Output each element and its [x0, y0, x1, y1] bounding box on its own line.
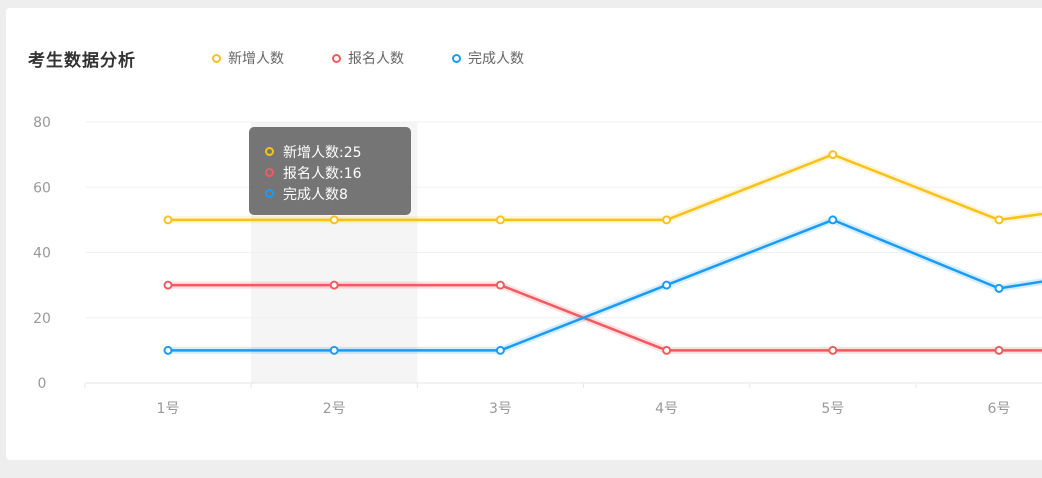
- data-point: [828, 215, 838, 225]
- y-tick-label: 40: [33, 246, 51, 262]
- y-tick-label: 20: [33, 311, 51, 327]
- y-tick-label: 0: [38, 376, 47, 392]
- tooltip-marker-icon: [265, 147, 274, 156]
- data-point: [329, 280, 339, 290]
- legend-marker-icon: [332, 53, 341, 63]
- data-point: [329, 345, 339, 355]
- legend-item-new[interactable]: 新增人数: [212, 48, 284, 68]
- tooltip-row: 报名人数:16: [265, 162, 411, 183]
- data-point: [994, 283, 1004, 293]
- legend-label: 报名人数: [348, 51, 404, 67]
- chart-header: 考生数据分析 新增人数 报名人数 完成人数: [28, 44, 572, 72]
- tooltip-text: 新增人数:25: [283, 144, 362, 161]
- legend-label: 新增人数: [228, 51, 284, 67]
- data-point: [828, 345, 838, 355]
- tooltip-text: 完成人数8: [283, 186, 348, 203]
- chart-tooltip: 新增人数:25 报名人数:16 完成人数8: [249, 127, 411, 215]
- data-point: [163, 345, 173, 355]
- data-point: [163, 280, 173, 290]
- data-point: [495, 215, 505, 225]
- tooltip-row: 新增人数:25: [265, 141, 411, 162]
- y-tick-label: 60: [33, 180, 51, 196]
- legend-item-registered[interactable]: 报名人数: [332, 48, 404, 68]
- data-point: [994, 345, 1004, 355]
- y-tick-label: 80: [33, 115, 51, 131]
- x-tick-label: 1号: [157, 401, 180, 417]
- tooltip-row: 完成人数8: [265, 183, 411, 204]
- x-tick-label: 4号: [655, 401, 678, 417]
- tooltip-marker-icon: [265, 189, 274, 198]
- data-point: [495, 280, 505, 290]
- data-point: [662, 215, 672, 225]
- data-point: [329, 215, 339, 225]
- legend-label: 完成人数: [468, 51, 524, 67]
- x-tick-label: 6号: [988, 401, 1011, 417]
- legend: 新增人数 报名人数 完成人数: [212, 48, 572, 68]
- data-point: [495, 345, 505, 355]
- data-point: [662, 280, 672, 290]
- data-point: [828, 150, 838, 160]
- data-point: [662, 345, 672, 355]
- tooltip-text: 报名人数:16: [283, 165, 362, 182]
- legend-marker-icon: [452, 53, 461, 63]
- tooltip-marker-icon: [265, 168, 274, 177]
- legend-item-completed[interactable]: 完成人数: [452, 48, 524, 68]
- data-point: [994, 215, 1004, 225]
- x-tick-label: 3号: [489, 401, 512, 417]
- legend-marker-icon: [212, 53, 221, 63]
- chart-title: 考生数据分析: [28, 50, 136, 71]
- x-tick-label: 5号: [821, 401, 844, 417]
- x-tick-label: 2号: [323, 401, 346, 417]
- data-point: [163, 215, 173, 225]
